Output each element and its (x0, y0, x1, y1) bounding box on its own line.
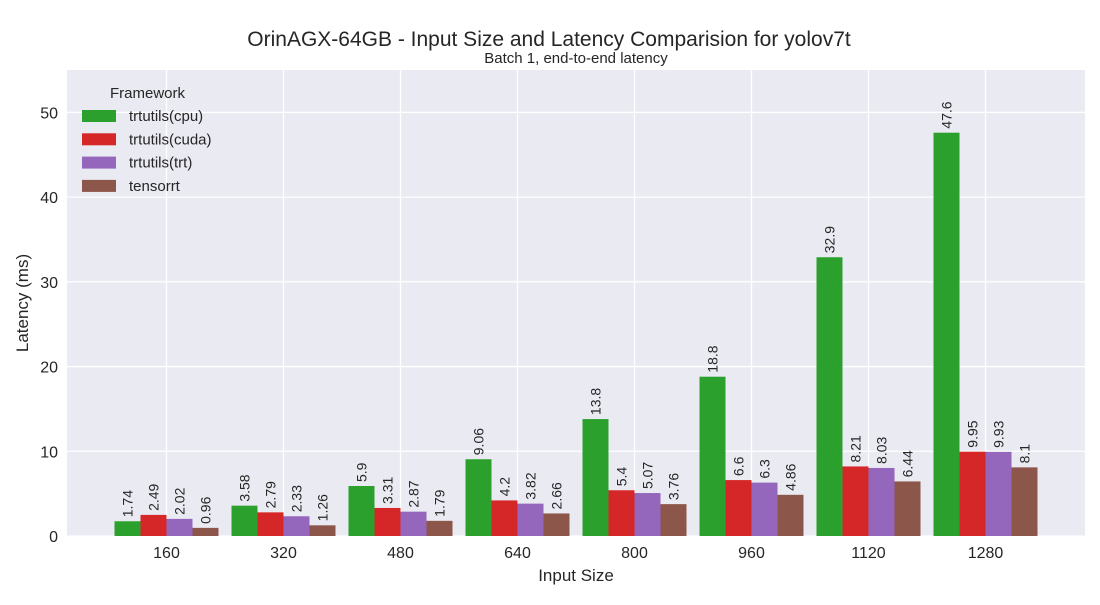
data-label: 5.07 (640, 462, 656, 489)
bar (725, 480, 752, 536)
data-label: 8.1 (1017, 444, 1033, 464)
bar (231, 505, 258, 536)
data-label: 2.87 (406, 480, 422, 507)
data-label: 32.9 (822, 226, 838, 253)
bars (114, 132, 1038, 536)
bar (166, 518, 193, 536)
data-label: 9.95 (965, 420, 981, 447)
bar (894, 481, 921, 536)
legend-entry: trtutils(trt) (129, 155, 192, 172)
x-tick-label: 960 (738, 545, 765, 562)
bar (751, 482, 778, 536)
legend-swatch (82, 133, 116, 146)
data-labels: 1.74 3.58 5.9 9.06 13.8 18.8 32.9 47.6 2.49 2.79 3… (120, 101, 1033, 524)
bar (400, 511, 427, 536)
bar (959, 451, 986, 536)
data-label: 1.26 (315, 494, 331, 521)
y-tick-label: 50 (40, 105, 58, 122)
x-tick-label: 480 (387, 545, 414, 562)
bar (283, 516, 310, 536)
data-label: 13.8 (588, 388, 604, 415)
data-label: 2.49 (146, 483, 162, 510)
bar (517, 503, 544, 536)
bar (868, 467, 895, 536)
legend-swatch (82, 110, 116, 122)
x-tick-label: 1280 (968, 545, 1004, 562)
legend-entry: tensorrt (129, 178, 181, 195)
data-label: 1.74 (120, 490, 136, 517)
data-label: 3.58 (237, 474, 253, 501)
data-label: 6.6 (731, 456, 747, 476)
legend-title: Framework (110, 85, 186, 102)
data-label: 1.79 (432, 489, 448, 516)
y-tick-label: 20 (40, 360, 58, 377)
y-axis-label: Latency (ms) (13, 254, 32, 352)
bar (634, 493, 661, 536)
bar (426, 520, 453, 536)
data-label: 9.06 (471, 428, 487, 455)
bar (816, 257, 843, 536)
legend-swatch (82, 156, 116, 169)
x-tick-label: 1120 (851, 545, 886, 562)
bar (491, 500, 518, 536)
bar (699, 376, 726, 536)
bar (608, 490, 635, 536)
data-label: 3.31 (380, 476, 396, 503)
bar (582, 419, 609, 536)
bar (985, 451, 1012, 536)
bar (933, 132, 960, 536)
data-label: 8.21 (848, 435, 864, 462)
data-label: 2.02 (172, 487, 188, 514)
y-tick-label: 0 (49, 529, 58, 546)
data-label: 5.4 (614, 467, 630, 487)
bar (660, 504, 687, 536)
legend-swatch (82, 179, 116, 192)
data-label: 4.86 (783, 463, 799, 490)
data-label: 6.3 (757, 459, 773, 479)
bar (543, 513, 570, 536)
bar (1011, 467, 1038, 536)
y-tick-label: 30 (40, 275, 58, 292)
bar (842, 466, 869, 536)
legend-entry: trtutils(cuda) (129, 131, 212, 148)
data-label: 3.82 (523, 472, 539, 499)
x-axis-ticks: 160 320 480 640 800 960 1120 1280 (153, 545, 1003, 562)
data-label: 2.79 (263, 481, 279, 508)
bar (140, 514, 167, 536)
chart-title: OrinAGX-64GB - Input Size and Latency Co… (247, 28, 851, 51)
legend-entry: trtutils(cpu) (129, 108, 203, 125)
y-tick-label: 40 (40, 190, 58, 207)
legend: Framework trtutils(cpu) trtutils(cuda) trtu… (82, 85, 212, 195)
y-axis-ticks: 0 10 20 30 40 50 (40, 105, 58, 546)
x-tick-label: 800 (621, 545, 648, 562)
data-label: 9.93 (991, 420, 1007, 447)
bar (777, 494, 804, 536)
bar (348, 486, 375, 536)
plot-area (67, 70, 1085, 536)
data-label: 0.96 (198, 496, 214, 523)
bar (309, 525, 336, 536)
bar (374, 507, 401, 536)
data-label: 18.8 (705, 345, 721, 372)
x-tick-label: 640 (504, 545, 531, 562)
data-label: 2.33 (289, 485, 305, 512)
bar (257, 512, 284, 536)
x-tick-label: 160 (153, 545, 180, 562)
data-label: 3.76 (666, 473, 682, 500)
data-label: 6.44 (900, 450, 916, 477)
x-axis-label: Input Size (538, 566, 614, 585)
x-tick-label: 320 (270, 545, 297, 562)
bar (465, 459, 492, 536)
data-label: 2.66 (549, 482, 565, 509)
data-label: 47.6 (939, 101, 955, 128)
bar (114, 521, 141, 536)
data-label: 5.9 (354, 462, 370, 482)
bar (192, 527, 219, 536)
chart-subtitle: Batch 1, end-to-end latency (484, 50, 668, 67)
data-label: 8.03 (874, 437, 890, 464)
y-tick-label: 10 (40, 444, 58, 461)
data-label: 4.2 (497, 477, 513, 497)
